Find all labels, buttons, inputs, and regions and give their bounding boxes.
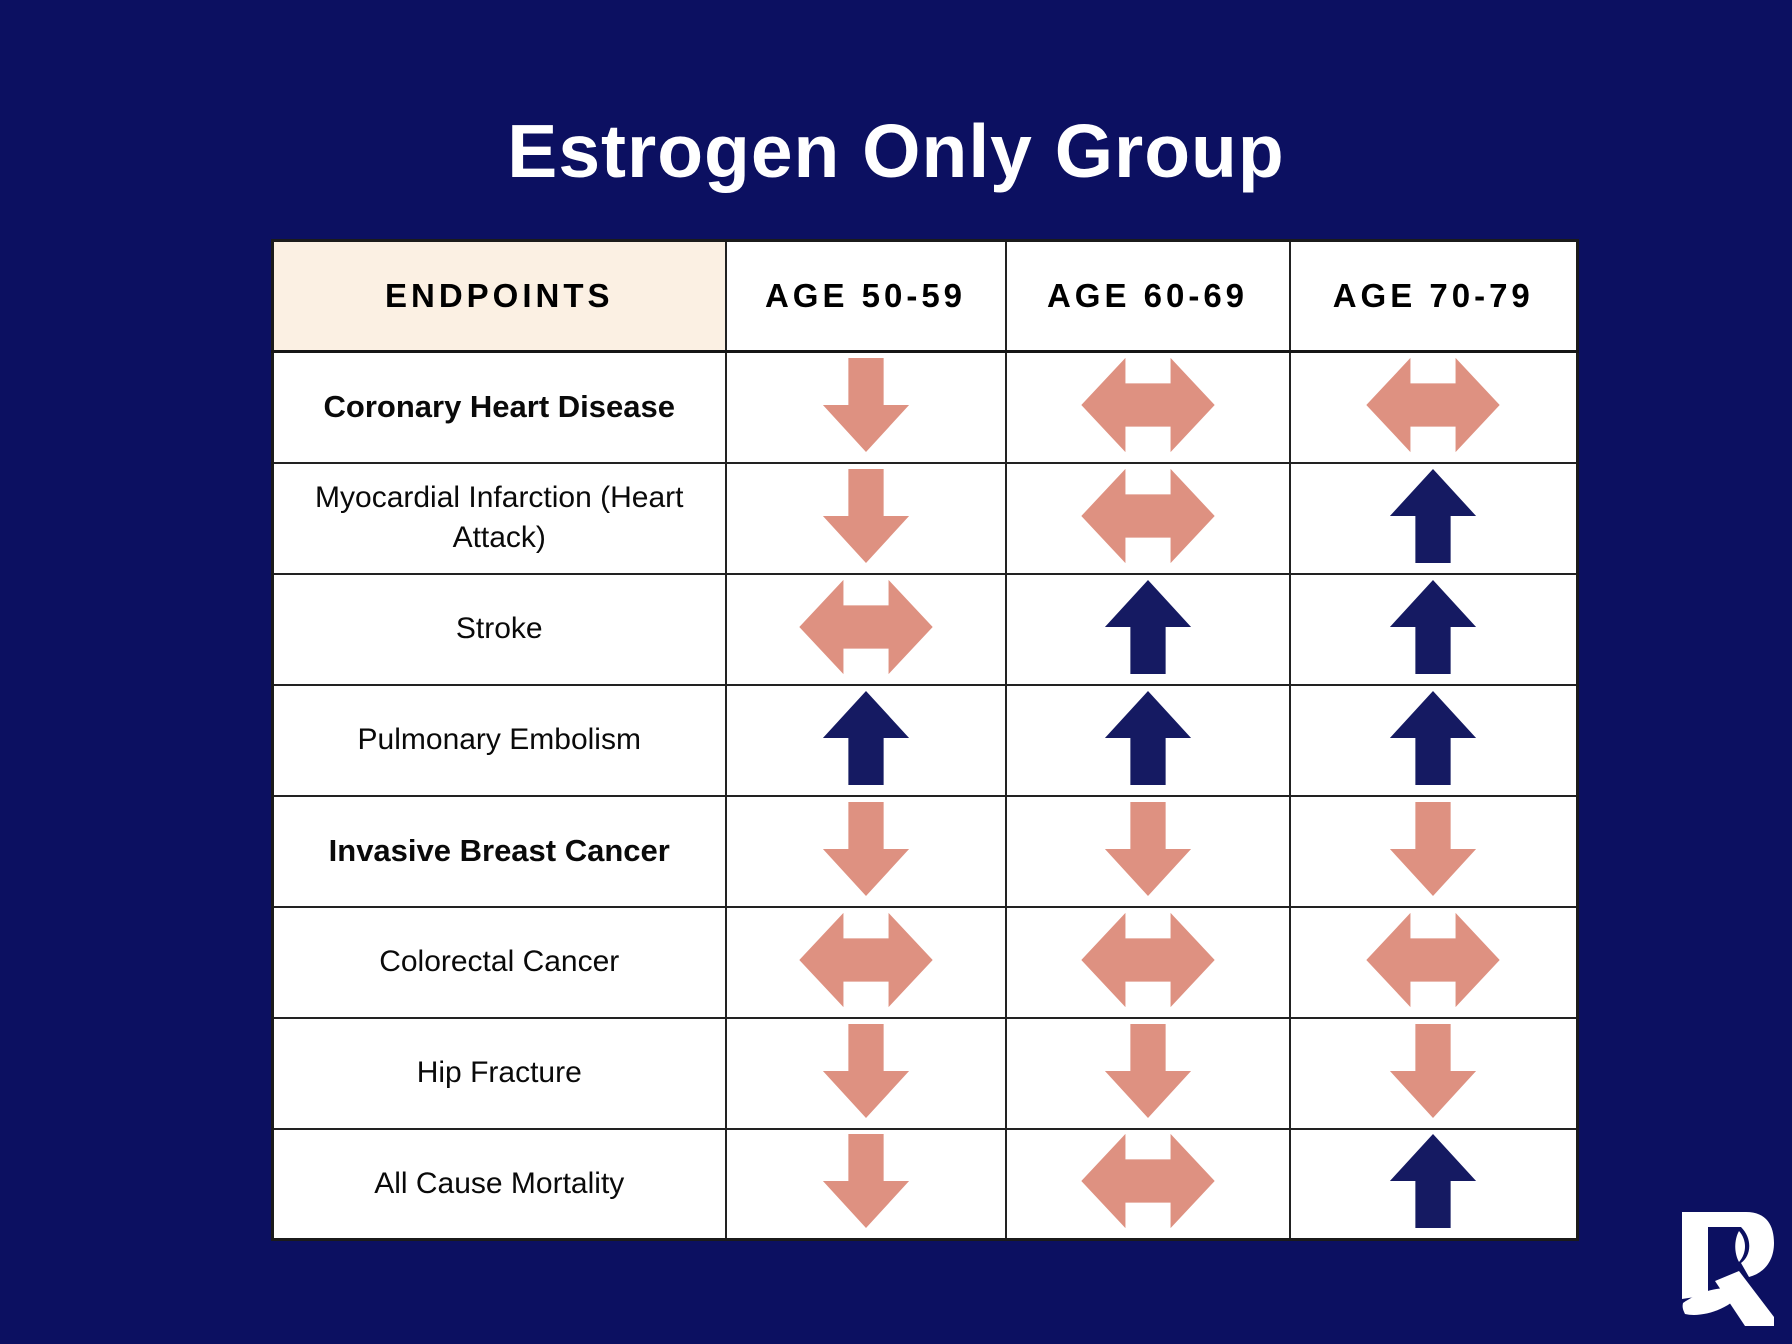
arrow-cell bbox=[1288, 461, 1579, 575]
down-arrow-icon bbox=[822, 357, 910, 452]
table-row: Pulmonary Embolism bbox=[271, 683, 1579, 797]
table-row: Colorectal Cancer bbox=[271, 905, 1579, 1019]
endpoint-label-cell: All Cause Mortality bbox=[271, 1127, 727, 1241]
arrow-cell bbox=[1004, 1127, 1291, 1241]
left-right-arrow-icon bbox=[1080, 909, 1216, 1011]
endpoints-table-container: ENDPOINTS AGE 50-59 AGE 60-69 AGE 70-79 … bbox=[271, 239, 1579, 1241]
table-row: Myocardial Infarction (Heart Attack) bbox=[271, 461, 1579, 575]
endpoint-label-cell: Coronary Heart Disease bbox=[271, 350, 727, 464]
endpoint-label-cell: Stroke bbox=[271, 572, 727, 686]
down-arrow-icon bbox=[1389, 1023, 1477, 1118]
table-row: Coronary Heart Disease bbox=[271, 350, 1579, 464]
endpoints-table: ENDPOINTS AGE 50-59 AGE 60-69 AGE 70-79 … bbox=[271, 239, 1579, 1241]
arrow-cell bbox=[1004, 1016, 1291, 1130]
endpoint-label-cell: Colorectal Cancer bbox=[271, 905, 727, 1019]
r-leaf-logo-icon bbox=[1682, 1212, 1774, 1326]
table-row: Stroke bbox=[271, 572, 1579, 686]
table-row: All Cause Mortality bbox=[271, 1127, 1579, 1241]
age-50-59-header-cell: AGE 50-59 bbox=[724, 239, 1007, 353]
left-right-arrow-icon bbox=[1080, 465, 1216, 567]
left-right-arrow-icon bbox=[798, 576, 934, 678]
arrow-cell bbox=[1288, 350, 1579, 464]
arrow-cell bbox=[1004, 572, 1291, 686]
arrow-cell bbox=[1004, 794, 1291, 908]
arrow-cell bbox=[1288, 683, 1579, 797]
page-title: Estrogen Only Group bbox=[507, 109, 1285, 194]
left-right-arrow-icon bbox=[1365, 909, 1501, 1011]
up-arrow-icon bbox=[1389, 690, 1477, 785]
down-arrow-icon bbox=[1104, 801, 1192, 896]
table-row: Invasive Breast Cancer bbox=[271, 794, 1579, 908]
arrow-cell bbox=[724, 572, 1007, 686]
arrow-cell bbox=[1288, 905, 1579, 1019]
arrow-cell bbox=[1288, 794, 1579, 908]
left-right-arrow-icon bbox=[1080, 354, 1216, 456]
endpoint-label-cell: Invasive Breast Cancer bbox=[271, 794, 727, 908]
down-arrow-icon bbox=[1389, 801, 1477, 896]
arrow-cell bbox=[724, 1016, 1007, 1130]
up-arrow-icon bbox=[1389, 1134, 1477, 1229]
arrow-cell bbox=[1288, 572, 1579, 686]
up-arrow-icon bbox=[822, 690, 910, 785]
table-row: Hip Fracture bbox=[271, 1016, 1579, 1130]
arrow-cell bbox=[724, 350, 1007, 464]
header-row: ENDPOINTS AGE 50-59 AGE 60-69 AGE 70-79 bbox=[271, 239, 1579, 353]
down-arrow-icon bbox=[822, 1023, 910, 1118]
arrow-cell bbox=[1288, 1127, 1579, 1241]
up-arrow-icon bbox=[1389, 468, 1477, 563]
arrow-cell bbox=[724, 683, 1007, 797]
down-arrow-icon bbox=[822, 801, 910, 896]
endpoint-label-cell: Hip Fracture bbox=[271, 1016, 727, 1130]
left-right-arrow-icon bbox=[1080, 1131, 1216, 1233]
endpoints-header-cell: ENDPOINTS bbox=[271, 239, 727, 353]
left-right-arrow-icon bbox=[1365, 354, 1501, 456]
arrow-cell bbox=[724, 461, 1007, 575]
endpoint-label-cell: Pulmonary Embolism bbox=[271, 683, 727, 797]
arrow-cell bbox=[1004, 905, 1291, 1019]
age-60-69-header-cell: AGE 60-69 bbox=[1004, 239, 1291, 353]
arrow-cell bbox=[1288, 1016, 1579, 1130]
endpoint-label-cell: Myocardial Infarction (Heart Attack) bbox=[271, 461, 727, 575]
up-arrow-icon bbox=[1389, 579, 1477, 674]
down-arrow-icon bbox=[1104, 1023, 1192, 1118]
arrow-cell bbox=[724, 905, 1007, 1019]
arrow-cell bbox=[724, 794, 1007, 908]
arrow-cell bbox=[1004, 350, 1291, 464]
left-right-arrow-icon bbox=[798, 909, 934, 1011]
brand-logo bbox=[1682, 1212, 1774, 1326]
down-arrow-icon bbox=[822, 468, 910, 563]
down-arrow-icon bbox=[822, 1134, 910, 1229]
age-70-79-header-cell: AGE 70-79 bbox=[1288, 239, 1579, 353]
up-arrow-icon bbox=[1104, 579, 1192, 674]
arrow-cell bbox=[1004, 683, 1291, 797]
arrow-cell bbox=[724, 1127, 1007, 1241]
arrow-cell bbox=[1004, 461, 1291, 575]
up-arrow-icon bbox=[1104, 690, 1192, 785]
